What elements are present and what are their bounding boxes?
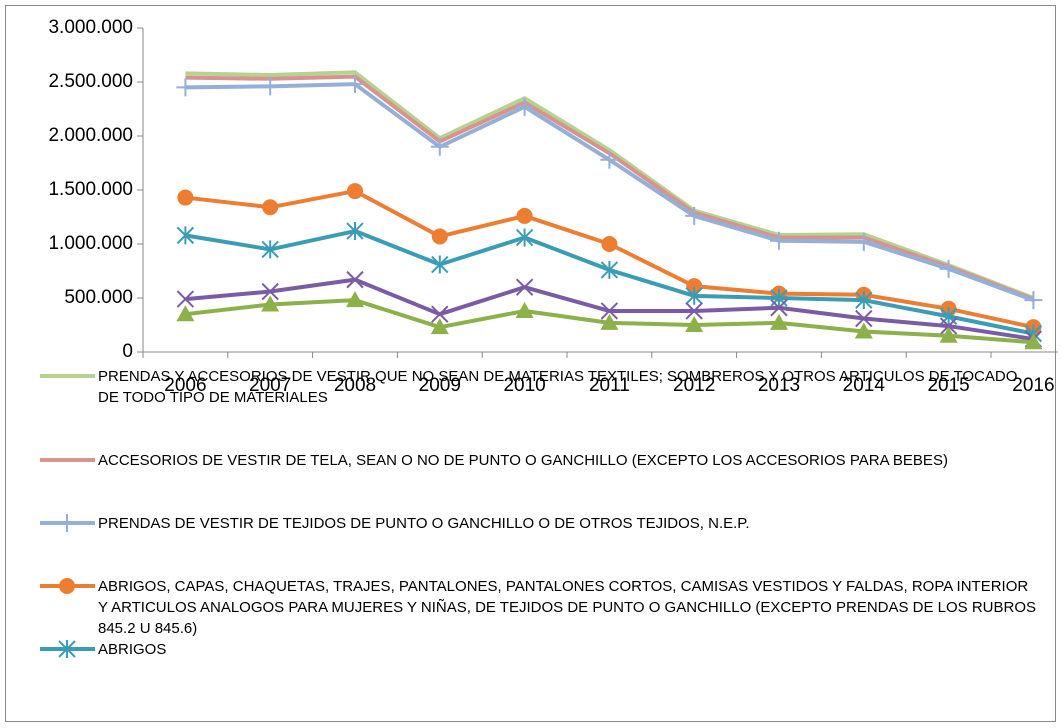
marker — [58, 514, 76, 532]
marker — [431, 255, 449, 274]
marker — [59, 578, 75, 594]
legend-key — [40, 578, 95, 594]
marker — [261, 295, 280, 312]
legend-label: PRENDAS DE VESTIR DE TEJIDOS DE PUNTO O … — [98, 515, 750, 532]
marker — [176, 78, 195, 97]
chart-border — [5, 5, 1056, 722]
x-tick-label: 2006 — [164, 375, 206, 396]
y-tick-label: 2.000.000 — [48, 125, 133, 146]
marker — [431, 228, 448, 245]
legend-label: PRENDAS Y ACCESORIOS DE VESTIR QUE NO SE… — [98, 368, 1018, 406]
series — [185, 70, 1035, 300]
marker — [515, 228, 534, 247]
x-tick-label: 2009 — [419, 375, 461, 396]
marker — [262, 199, 279, 216]
marker — [261, 240, 279, 259]
marker — [516, 207, 533, 224]
marker — [431, 305, 449, 323]
legend-label: ACCESORIOS DE VESTIR DE TELA, SEAN O NO … — [98, 452, 948, 469]
marker — [854, 232, 873, 251]
marker — [430, 318, 449, 335]
x-tick-label: 2007 — [249, 375, 291, 396]
x-tick-label: 2012 — [673, 375, 715, 396]
marker — [854, 322, 873, 339]
marker — [686, 278, 703, 295]
marker — [261, 77, 280, 96]
y-tick-label: 500.000 — [64, 287, 133, 308]
legend-label: ABRIGOS, CAPAS, CHAQUETAS, TRAJES, PANTA… — [98, 578, 1037, 637]
marker — [346, 270, 364, 289]
x-tick-label: 2013 — [758, 375, 800, 396]
marker — [346, 75, 364, 94]
marker — [346, 222, 364, 241]
series — [177, 183, 1042, 336]
marker — [939, 259, 958, 278]
marker — [600, 313, 619, 330]
y-tick-label: 1.000.000 — [48, 233, 133, 254]
y-tick-label: 0 — [122, 341, 133, 362]
y-tick-label: 1.500.000 — [48, 179, 133, 200]
marker — [600, 150, 619, 169]
marker — [939, 317, 958, 335]
marker — [430, 137, 449, 156]
marker — [770, 231, 788, 250]
x-tick-label: 2011 — [589, 375, 630, 396]
x-tick-label: 2010 — [503, 375, 545, 396]
marker — [515, 97, 534, 116]
marker — [939, 326, 958, 343]
marker — [770, 299, 788, 317]
legend-key — [40, 640, 95, 658]
marker — [685, 316, 704, 332]
marker — [601, 236, 618, 252]
x-tick-label: 2015 — [927, 375, 969, 396]
series — [176, 270, 1043, 348]
marker — [855, 291, 873, 310]
marker — [1024, 333, 1043, 350]
x-tick-label: 2016 — [1012, 375, 1054, 396]
marker — [177, 189, 194, 206]
marker — [176, 290, 195, 308]
marker — [685, 206, 704, 225]
y-tick-label: 2.500.000 — [48, 71, 133, 92]
x-tick-label: 2008 — [334, 375, 376, 396]
series — [176, 75, 1043, 310]
marker — [1024, 291, 1043, 310]
marker — [600, 260, 619, 279]
marker — [855, 309, 873, 328]
x-tick-label: 2014 — [843, 375, 886, 396]
marker — [261, 282, 279, 301]
marker — [176, 226, 195, 245]
marker — [176, 305, 195, 322]
marker — [685, 302, 703, 320]
line — [185, 70, 1035, 300]
marker — [600, 302, 619, 320]
marker — [346, 291, 364, 308]
marker — [770, 313, 788, 330]
series — [176, 291, 1043, 350]
legend-key — [40, 514, 95, 532]
marker — [515, 278, 534, 296]
legend-label: ABRIGOS — [98, 641, 167, 658]
marker — [515, 301, 534, 318]
marker — [347, 183, 363, 200]
marker — [685, 286, 703, 305]
y-tick-label: 3.000.000 — [48, 17, 133, 38]
marker — [58, 640, 76, 658]
